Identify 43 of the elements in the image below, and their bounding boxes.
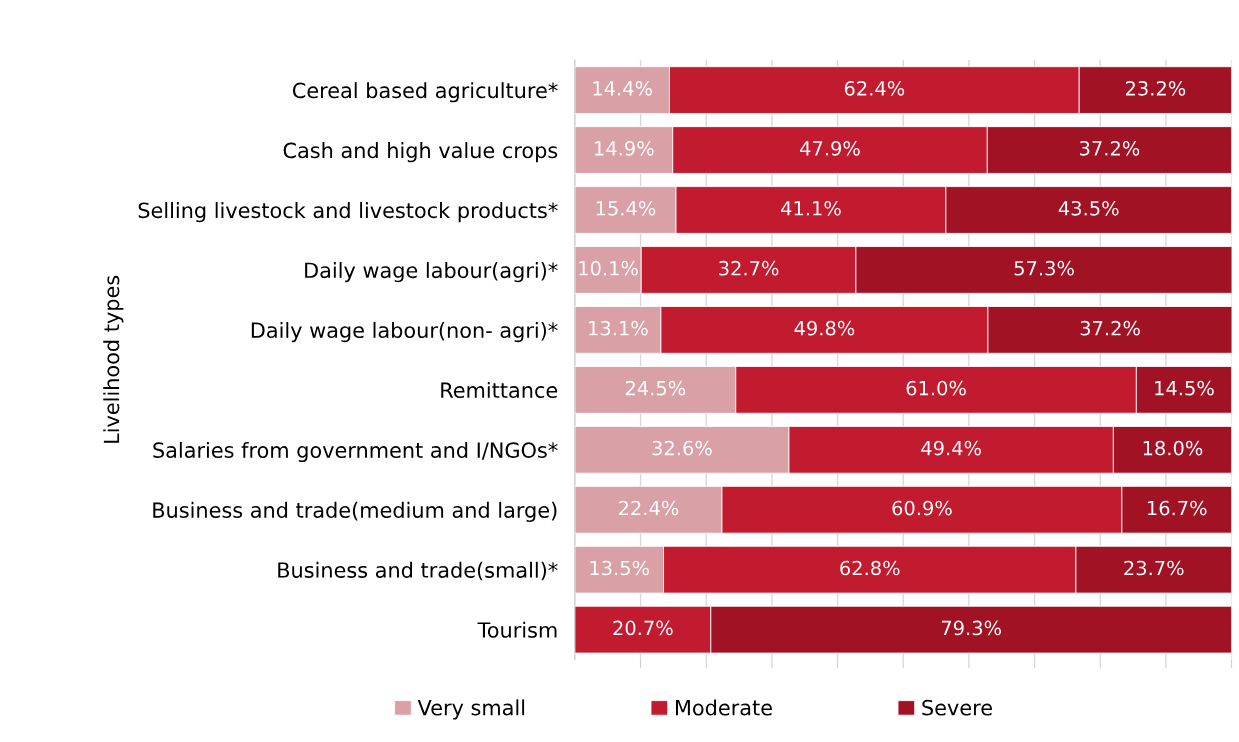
y-tick-label: Cash and high value crops xyxy=(283,142,558,163)
data-label: 62.8% xyxy=(840,560,900,576)
data-label: 49.4% xyxy=(921,440,981,456)
data-label: 32.7% xyxy=(719,260,779,276)
data-label: 57.3% xyxy=(1014,260,1074,276)
data-label: 32.6% xyxy=(652,440,712,456)
data-label: 23.2% xyxy=(1125,81,1186,96)
data-label: 14.5% xyxy=(1155,380,1214,396)
data-label: 13.1% xyxy=(589,320,648,336)
data-label: 23.7% xyxy=(1124,560,1184,576)
y-tick-label: Salaries from government and I/NGOs* xyxy=(153,441,558,463)
data-label: 14.4% xyxy=(593,81,652,96)
data-label: 60.9% xyxy=(892,500,952,516)
legend-label: Moderate xyxy=(675,699,772,716)
data-label: 41.1% xyxy=(781,200,841,216)
legend-label: Severe xyxy=(922,699,992,716)
y-tick-label: Daily wage labour(agri)* xyxy=(305,262,558,283)
data-label: 61.0% xyxy=(906,380,966,396)
data-label: 49.8% xyxy=(794,320,855,336)
data-label: 22.4% xyxy=(618,500,679,516)
data-label: 24.5% xyxy=(625,380,686,396)
data-label: 15.4% xyxy=(596,200,656,216)
data-label: 47.9% xyxy=(800,140,860,156)
y-tick-label: Business and trade(medium and large) xyxy=(153,501,557,522)
data-label: 18.0% xyxy=(1143,440,1203,456)
data-label: 79.3% xyxy=(941,620,1002,636)
data-label: 43.5% xyxy=(1058,200,1119,216)
data-label: 16.7% xyxy=(1147,500,1207,516)
y-tick-label: Business and trade(small)* xyxy=(278,561,558,581)
data-label: 20.7% xyxy=(613,620,673,636)
y-axis-title: Livelihood types xyxy=(103,275,124,443)
y-tick-label: Daily wage labour(non- agri)* xyxy=(251,321,558,343)
data-label: 14.9% xyxy=(595,140,654,156)
data-label: 37.2% xyxy=(1080,320,1140,336)
legend-label: Very small xyxy=(417,699,525,720)
data-label: 13.5% xyxy=(590,560,650,576)
y-tick-label: Selling livestock and livestock products* xyxy=(138,202,558,223)
y-tick-label: Remittance xyxy=(441,381,558,399)
y-tick-label: Cereal based agriculture* xyxy=(292,82,558,103)
data-label: 10.1% xyxy=(579,260,638,276)
data-label: 37.2% xyxy=(1080,140,1140,156)
data-label: 62.4% xyxy=(844,81,905,96)
y-tick-label: Tourism xyxy=(477,621,557,638)
